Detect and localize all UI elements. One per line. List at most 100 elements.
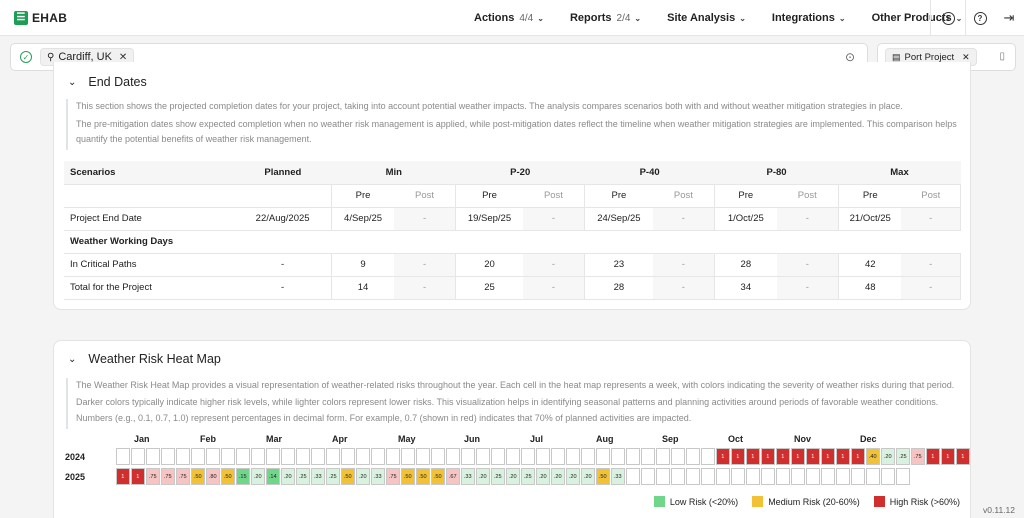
heatmap-cell[interactable]: .20 (566, 468, 580, 485)
heatmap-cell[interactable]: .20 (551, 468, 565, 485)
heatmap-cell[interactable] (311, 448, 325, 465)
heatmap-cell[interactable] (266, 448, 280, 465)
heatmap-cell[interactable] (671, 448, 685, 465)
location-chip[interactable]: ⚲ Cardiff, UK ✕ (40, 48, 135, 66)
heatmap-cell[interactable]: 1 (941, 448, 955, 465)
heatmap-cell[interactable] (401, 448, 415, 465)
heatmap-cell[interactable] (641, 448, 655, 465)
heatmap-cell[interactable] (326, 448, 340, 465)
heatmap-cell[interactable] (851, 468, 865, 485)
heatmap-cell[interactable]: .20 (506, 468, 520, 485)
end-dates-header[interactable]: ⌄ End Dates (68, 75, 147, 89)
heatmap-cell[interactable]: .75 (161, 468, 175, 485)
heatmap-cell[interactable]: .20 (536, 468, 550, 485)
heatmap-cell[interactable] (281, 448, 295, 465)
heatmap-cell[interactable] (596, 448, 610, 465)
heatmap-cell[interactable]: .80 (206, 468, 220, 485)
heatmap-cell[interactable] (686, 468, 700, 485)
heatmap-cell[interactable] (191, 448, 205, 465)
heatmap-cell[interactable]: .50 (401, 468, 415, 485)
heatmap-cell[interactable]: .50 (221, 468, 235, 485)
heatmap-cell[interactable] (626, 448, 640, 465)
nav-site-analysis[interactable]: Site Analysis ⌄ (667, 12, 746, 24)
heatmap-cell[interactable] (236, 448, 250, 465)
heatmap-cell[interactable]: 1 (716, 448, 730, 465)
heatmap-cell[interactable] (431, 448, 445, 465)
heatmap-cell[interactable] (896, 468, 910, 485)
heatmap-cell[interactable] (686, 448, 700, 465)
heatmap-cell[interactable]: .50 (416, 468, 430, 485)
heatmap-cell[interactable]: 1 (131, 468, 145, 485)
heatmap-cell[interactable] (161, 448, 175, 465)
logout-button[interactable]: ⇥ (994, 6, 1024, 30)
nav-integrations[interactable]: Integrations ⌄ (772, 12, 846, 24)
heatmap-cell[interactable]: .33 (371, 468, 385, 485)
heatmap-cell[interactable] (221, 448, 235, 465)
location-marker-icon[interactable]: ⊙ (844, 50, 855, 64)
heatmap-cell[interactable] (386, 448, 400, 465)
heatmap-cell[interactable] (356, 448, 370, 465)
heatmap-cell[interactable]: .25 (296, 468, 310, 485)
heatmap-cell[interactable] (176, 448, 190, 465)
heatmap-cell[interactable] (656, 468, 670, 485)
heatmap-cell[interactable] (131, 448, 145, 465)
heatmap-cell[interactable] (761, 468, 775, 485)
heatmap-cell[interactable] (731, 468, 745, 485)
nav-other-products[interactable]: Other Products ⌄ (872, 12, 963, 24)
heatmap-cell[interactable] (671, 468, 685, 485)
heatmap-cell[interactable]: 1 (956, 448, 970, 465)
remove-location-icon[interactable]: ✕ (118, 51, 128, 63)
heatmap-cell[interactable]: .20 (281, 468, 295, 485)
heatmap-cell[interactable]: .75 (146, 468, 160, 485)
heatmap-cell[interactable]: 1 (731, 448, 745, 465)
heatmap-cell[interactable]: 1 (116, 468, 130, 485)
heatmap-cell[interactable]: .20 (881, 448, 895, 465)
heatmap-cell[interactable] (611, 448, 625, 465)
heatmap-cell[interactable]: .20 (476, 468, 490, 485)
heatmap-cell[interactable] (416, 448, 430, 465)
heatmap-cell[interactable] (146, 448, 160, 465)
heatmap-cell[interactable] (641, 468, 655, 485)
heatmap-cell[interactable]: .50 (191, 468, 205, 485)
document-icon[interactable]: ▯ (999, 51, 1005, 62)
heatmap-cell[interactable]: .33 (611, 468, 625, 485)
heatmap-cell[interactable]: .20 (251, 468, 265, 485)
heatmap-cell[interactable]: 1 (821, 448, 835, 465)
heatmap-cell[interactable]: .40 (866, 448, 880, 465)
heatmap-cell[interactable] (116, 448, 130, 465)
heatmap-cell[interactable] (881, 468, 895, 485)
heatmap-cell[interactable]: .50 (596, 468, 610, 485)
heatmap-cell[interactable] (476, 448, 490, 465)
heatmap-cell[interactable] (206, 448, 220, 465)
heatmap-cell[interactable] (866, 468, 880, 485)
heatmap-cell[interactable]: 1 (851, 448, 865, 465)
heatmap-cell[interactable]: .75 (386, 468, 400, 485)
heatmap-cell[interactable] (701, 468, 715, 485)
heatmap-cell[interactable] (251, 448, 265, 465)
heatmap-cell[interactable] (821, 468, 835, 485)
help-button[interactable]: ? (966, 6, 994, 30)
heatmap-cell[interactable]: 1 (776, 448, 790, 465)
heatmap-cell[interactable]: .20 (356, 468, 370, 485)
heatmap-cell[interactable] (296, 448, 310, 465)
heatmap-cell[interactable]: 1 (926, 448, 940, 465)
heatmap-cell[interactable]: 1 (791, 448, 805, 465)
heatmap-cell[interactable]: .15 (236, 468, 250, 485)
heatmap-cell[interactable] (701, 448, 715, 465)
heatmap-cell[interactable] (776, 468, 790, 485)
heatmap-cell[interactable] (746, 468, 760, 485)
heatmap-cell[interactable]: .75 (176, 468, 190, 485)
heatmap-cell[interactable]: 1 (746, 448, 760, 465)
heatmap-cell[interactable]: 1 (761, 448, 775, 465)
heatmap-cell[interactable] (716, 468, 730, 485)
heatmap-cell[interactable] (461, 448, 475, 465)
heatmap-cell[interactable] (791, 468, 805, 485)
heatmap-cell[interactable] (521, 448, 535, 465)
heatmap-cell[interactable]: 1 (836, 448, 850, 465)
heatmap-cell[interactable] (536, 448, 550, 465)
heatmap-cell[interactable]: .25 (896, 448, 910, 465)
heatmap-cell[interactable]: .25 (521, 468, 535, 485)
heatmap-cell[interactable] (806, 468, 820, 485)
heatmap-cell[interactable]: .67 (446, 468, 460, 485)
app-logo[interactable]: ☰ EHAB (14, 10, 67, 25)
